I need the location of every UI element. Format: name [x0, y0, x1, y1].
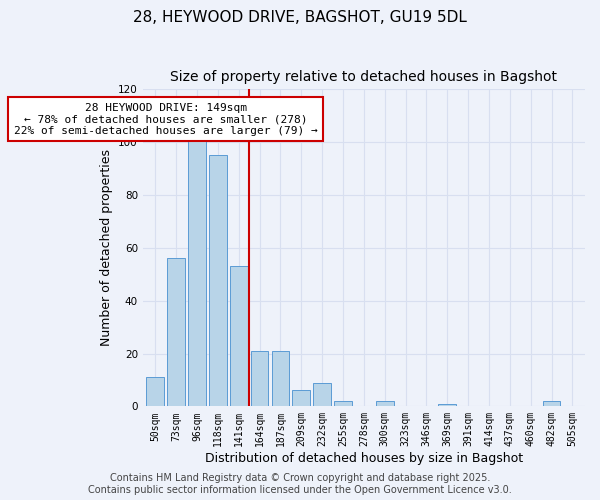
Bar	[188, 140, 206, 406]
Bar	[292, 390, 310, 406]
Title: Size of property relative to detached houses in Bagshot: Size of property relative to detached ho…	[170, 70, 557, 84]
Bar	[543, 401, 560, 406]
Bar	[230, 266, 248, 406]
Bar	[313, 382, 331, 406]
Bar	[334, 401, 352, 406]
Text: 28 HEYWOOD DRIVE: 149sqm
← 78% of detached houses are smaller (278)
22% of semi-: 28 HEYWOOD DRIVE: 149sqm ← 78% of detach…	[14, 102, 317, 136]
Bar	[439, 404, 456, 406]
Bar	[146, 378, 164, 406]
Bar	[209, 156, 227, 406]
Text: Contains HM Land Registry data © Crown copyright and database right 2025.
Contai: Contains HM Land Registry data © Crown c…	[88, 474, 512, 495]
Y-axis label: Number of detached properties: Number of detached properties	[100, 150, 113, 346]
Bar	[251, 351, 268, 406]
Text: 28, HEYWOOD DRIVE, BAGSHOT, GU19 5DL: 28, HEYWOOD DRIVE, BAGSHOT, GU19 5DL	[133, 10, 467, 25]
Bar	[272, 351, 289, 406]
X-axis label: Distribution of detached houses by size in Bagshot: Distribution of detached houses by size …	[205, 452, 523, 465]
Bar	[167, 258, 185, 406]
Bar	[376, 401, 394, 406]
